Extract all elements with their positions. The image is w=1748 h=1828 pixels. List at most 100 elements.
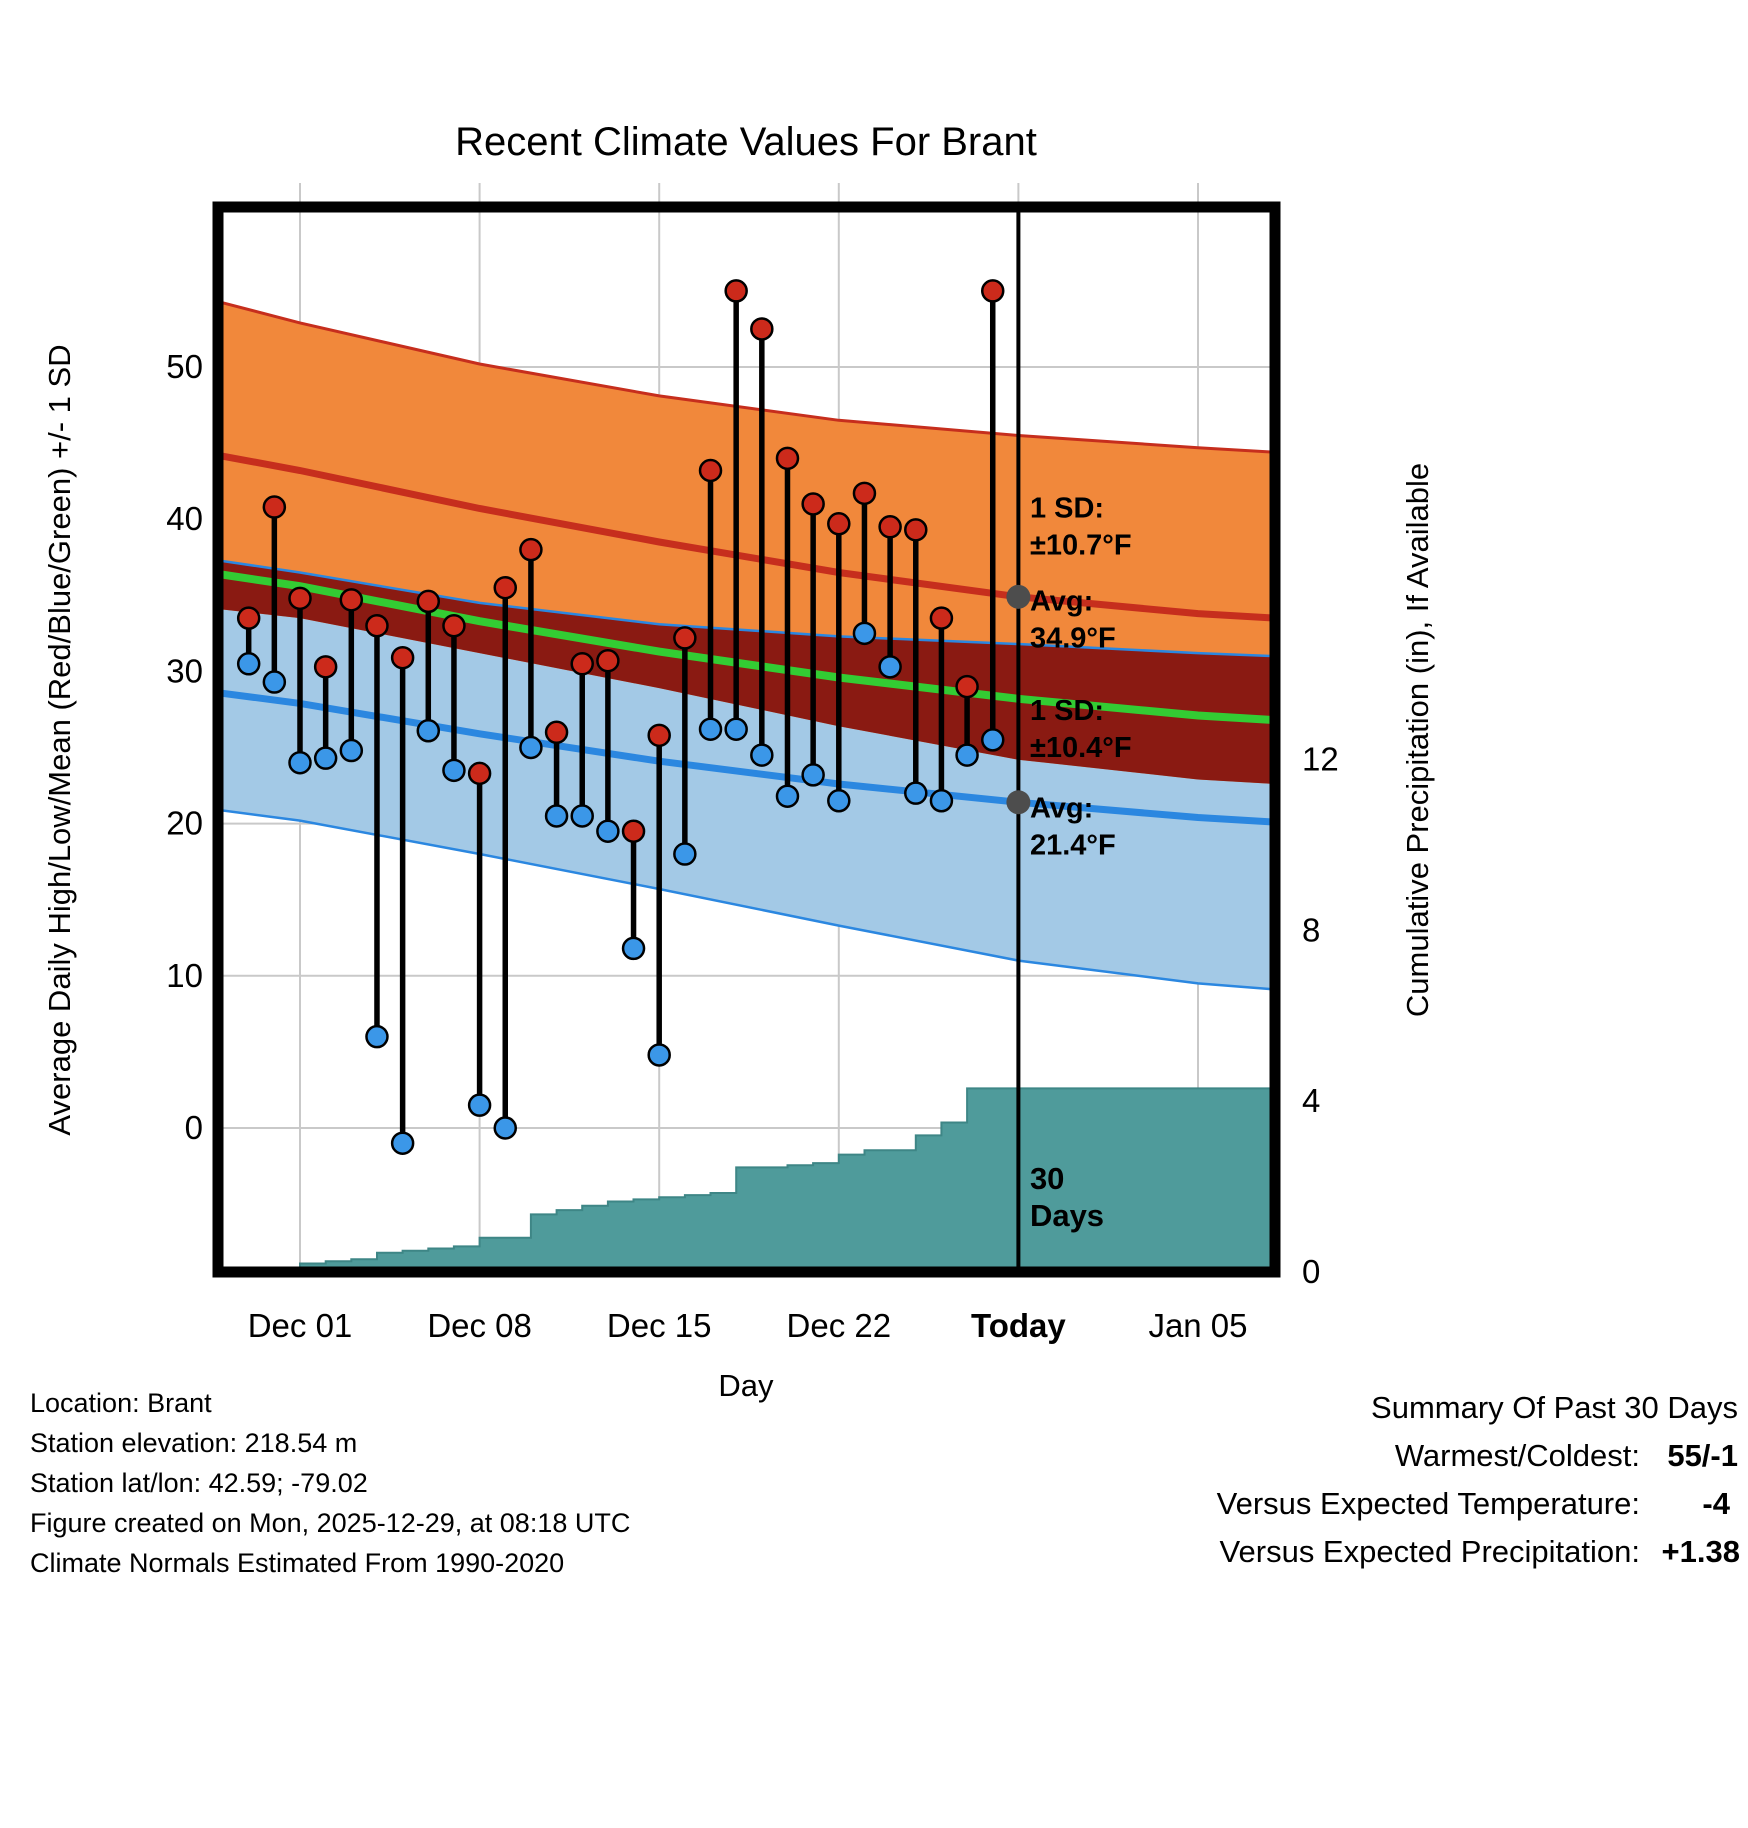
low-avg-label: Avg: — [1030, 793, 1093, 825]
obs-low-dot — [313, 746, 338, 770]
obs-high-dot — [827, 512, 851, 536]
footer-normals-line: Climate Normals Estimated From 1990-2020 — [30, 1548, 564, 1578]
obs-high-dot — [493, 575, 518, 600]
obs-high-dot — [698, 458, 723, 483]
high-sd-label: ±10.7°F — [1030, 530, 1132, 562]
obs-high-dot — [647, 723, 671, 748]
obs-high-dot — [519, 537, 543, 562]
summary-vs-temp-label: Versus Expected Temperature: — [1217, 1486, 1640, 1521]
obs-low-dot — [262, 670, 287, 694]
footer-created-line: Figure created on Mon, 2025-12-29, at 08… — [30, 1508, 630, 1538]
avg-markers — [1006, 584, 1031, 815]
y-left-tick-label: 20 — [166, 805, 203, 842]
obs-high-dot — [955, 674, 979, 699]
obs-low-dot — [416, 719, 441, 743]
y-left-tick-label: 40 — [166, 500, 203, 537]
obs-high-dot — [801, 492, 825, 516]
y-right-tick-label: 8 — [1302, 911, 1320, 948]
obs-low-dot — [955, 743, 979, 767]
obs-low-dot — [544, 804, 569, 828]
obs-low-dot — [493, 1116, 518, 1140]
chart-title: Recent Climate Values For Brant — [455, 120, 1037, 164]
low-sd-label: ±10.4°F — [1030, 732, 1132, 764]
cumulative-precip-fill — [218, 1087, 1275, 1272]
obs-low-dot — [339, 738, 364, 763]
obs-high-dot — [596, 648, 620, 673]
obs-high-dot — [570, 652, 594, 676]
x-tick-label-dec-22: Dec 22 — [787, 1307, 892, 1344]
obs-high-dot — [750, 317, 774, 341]
obs-high-dot — [442, 613, 466, 638]
obs-low-dot — [570, 804, 594, 828]
obs-high-dot — [544, 720, 569, 745]
obs-high-dot — [775, 446, 800, 471]
obs-low-dot — [878, 655, 902, 679]
thirty-days-label: Days — [1030, 1198, 1104, 1233]
high-avg-label: 34.9°F — [1030, 623, 1116, 655]
y-left-tick-label: 0 — [185, 1109, 203, 1146]
summary-warmest-coldest-value: 55/-1 — [1667, 1438, 1738, 1473]
summary-vs-precip-value: +1.38 — [1662, 1534, 1740, 1569]
obs-high-dot — [262, 495, 287, 519]
obs-low-dot — [288, 750, 312, 775]
footer-location-line: Location: Brant — [30, 1388, 212, 1418]
avg-high-line — [218, 451, 1275, 622]
high-band-top-edge — [218, 300, 1275, 454]
obs-high-dot — [339, 588, 364, 612]
obs-high-dot — [904, 518, 928, 542]
y-axis-left-label: Average Daily High/Low/Mean (Red/Blue/Gr… — [42, 344, 77, 1135]
obs-high-dot — [236, 606, 261, 630]
obs-high-dot — [724, 279, 748, 303]
plot-area: 1 SD: ±10.7°F Avg: 34.9°F 1 SD: ±10.4°F Avg: 21… — [166, 183, 1339, 1344]
y-right-tick-label: 4 — [1302, 1082, 1320, 1119]
obs-high-dot — [313, 655, 338, 679]
obs-high-dot — [673, 626, 697, 650]
y-axis-right-label: Cumulative Precipitation (in), If Availa… — [1400, 463, 1435, 1017]
footer-elevation-line: Station elevation: 218.54 m — [30, 1428, 357, 1458]
obs-low-dot — [801, 763, 825, 787]
observation-stems — [236, 279, 1005, 1155]
obs-high-dot — [467, 761, 492, 786]
x-tick-label-today: Today — [971, 1307, 1066, 1344]
annotation-text: 1 SD: ±10.7°F Avg: 34.9°F 1 SD: ±10.4°F Avg: 21… — [1030, 493, 1132, 1233]
obs-high-dot — [980, 279, 1005, 303]
x-tick-label-dec-15: Dec 15 — [607, 1307, 712, 1344]
today-avg-high-marker — [1006, 584, 1031, 609]
obs-high-dot — [929, 606, 954, 630]
plot-frame — [212, 201, 1281, 1278]
axis-ticks: 0 10 20 30 40 50 0 4 8 12 Dec 01 Dec 08 Dec 15 Dec 22… — [166, 348, 1338, 1344]
obs-high-dot — [390, 645, 415, 670]
obs-low-dot — [775, 784, 800, 808]
obs-low-dot — [724, 717, 748, 741]
y-right-tick-label: 12 — [1302, 741, 1339, 778]
low-band-bottom-edge — [218, 808, 1275, 991]
y-left-tick-label: 10 — [166, 957, 203, 994]
x-tick-label-dec-08: Dec 08 — [427, 1307, 532, 1344]
obs-low-dot — [390, 1131, 415, 1155]
summary-vs-precip-label: Versus Expected Precipitation: — [1220, 1534, 1640, 1569]
high-sd-label: 1 SD: — [1030, 493, 1104, 525]
summary-vs-temp-value: -4 — [1702, 1486, 1730, 1521]
obs-low-dot — [442, 758, 466, 783]
obs-low-dot — [929, 789, 954, 813]
avg-mean-line — [218, 570, 1275, 725]
obs-low-dot — [980, 728, 1005, 752]
avg-low-line — [218, 689, 1275, 826]
y-right-tick-label: 0 — [1302, 1253, 1320, 1290]
y-left-tick-label: 30 — [166, 652, 203, 689]
obs-low-dot — [852, 621, 877, 646]
obs-low-dot — [698, 717, 723, 741]
obs-low-dot — [904, 781, 928, 805]
obs-low-dot — [596, 819, 620, 843]
obs-low-dot — [827, 789, 851, 813]
x-tick-label-jan-05: Jan 05 — [1148, 1307, 1247, 1344]
today-avg-low-marker — [1006, 790, 1031, 815]
obs-high-dot — [288, 586, 312, 611]
obs-low-dot — [236, 652, 261, 676]
obs-low-dot — [519, 735, 543, 760]
x-tick-label-dec-01: Dec 01 — [248, 1307, 353, 1344]
obs-low-dot — [621, 936, 646, 961]
obs-low-dot — [365, 1024, 389, 1049]
low-band-top-edge — [218, 559, 1275, 658]
